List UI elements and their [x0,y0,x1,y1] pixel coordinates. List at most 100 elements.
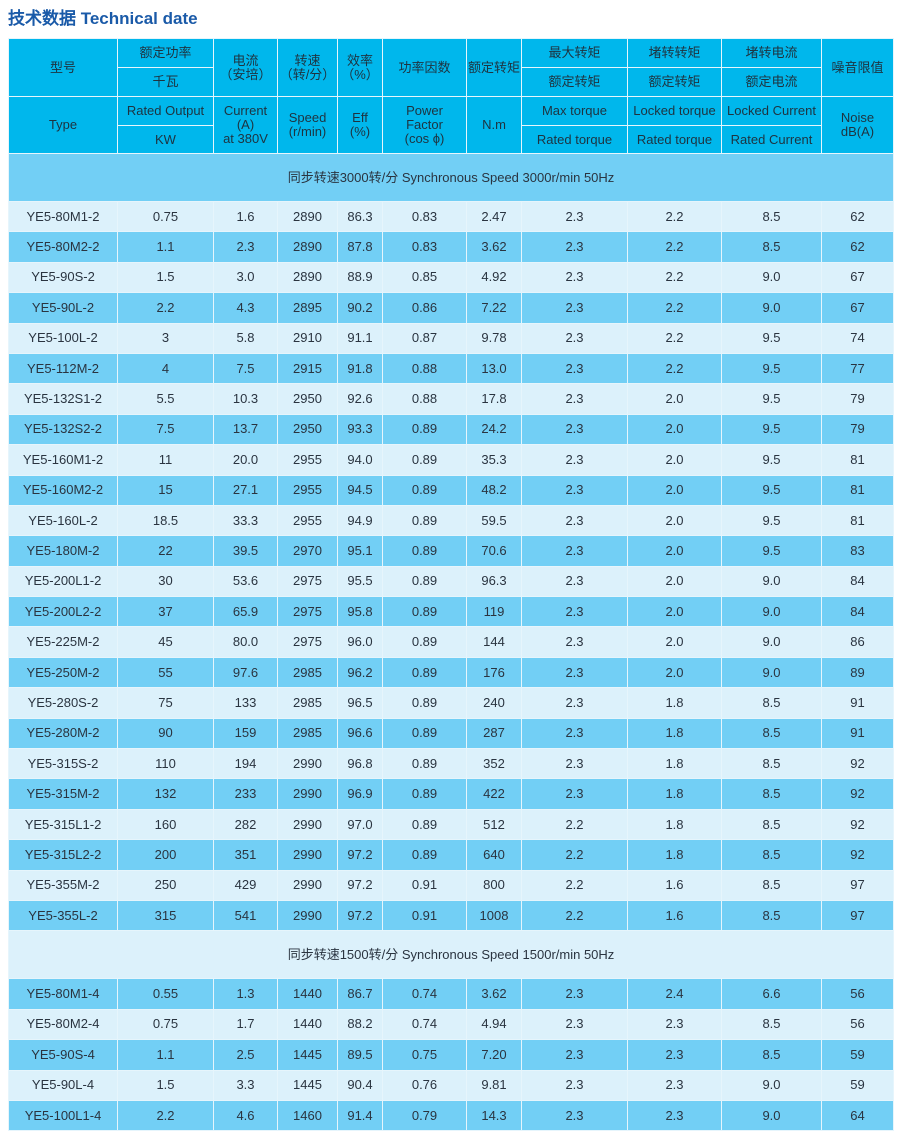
cell-power-factor: 0.83 [382,231,467,263]
cell-noise: 67 [821,292,894,324]
table-row: YE5-80M1-4 0.55 1.3 1440 86.7 0.74 3.62 2.3 2.4 6… [8,978,894,1010]
cell-eff: 95.5 [337,565,383,598]
cell-max-torque-ratio: 2.3 [521,231,628,263]
header-speed-en: Speed (r/min) [277,96,338,154]
header-eff-cn: 效率 （%） [337,38,383,97]
cell-rated-output: 30 [117,565,214,598]
table-row: YE5-80M1-2 0.75 1.6 2890 86.3 0.83 2.47 2.3 2.2 8… [8,200,894,233]
cell-rated-torque: 7.20 [466,1039,522,1071]
table-row: YE5-280S-2 75 133 2985 96.5 0.89 240 2.3 1.8 8.5 9… [8,687,894,719]
header-power-cn: 额定功率 [117,38,214,68]
cell-power-factor: 0.89 [382,565,467,598]
cell-rated-output: 1.5 [117,261,214,294]
section-row: 同步转速1500转/分 Synchronous Speed 1500r/min … [8,930,894,980]
header-speed-cn: 转速 （转/分） [277,38,338,97]
cell-noise: 92 [821,839,894,871]
cell-rated-torque: 35.3 [466,444,522,476]
table-row: YE5-200L2-2 37 65.9 2975 95.8 0.89 119 2.3 2.0 9.… [8,596,894,628]
cell-max-torque-ratio: 2.2 [521,869,628,901]
cell-speed: 2910 [277,322,338,354]
cell-locked-current-ratio: 8.5 [721,231,822,263]
table-row: YE5-90L-2 2.2 4.3 2895 90.2 0.86 7.22 2.3 2.2 9.0… [8,292,894,324]
cell-eff: 88.2 [337,1008,383,1041]
cell-rated-output: 110 [117,748,214,780]
cell-rated-output: 200 [117,839,214,871]
cell-eff: 95.8 [337,596,383,628]
cell-current: 1.7 [213,1008,278,1041]
cell-eff: 97.2 [337,899,383,932]
technical-data-table: 型号 额定功率 电流 （安培） 转速 （转/分） 效率 （%） 功率因数 额定转… [8,38,894,1132]
cell-current: 2.3 [213,231,278,263]
cell-power-factor: 0.89 [382,656,467,689]
cell-rated-torque: 9.81 [466,1069,522,1101]
cell-speed: 2950 [277,383,338,415]
cell-type: YE5-112M-2 [8,352,118,385]
cell-locked-current-ratio: 8.5 [721,839,822,871]
table-row: YE5-112M-2 4 7.5 2915 91.8 0.88 13.0 2.3 2.2 9.5 7… [8,352,894,385]
table-row: YE5-315S-2 110 194 2990 96.8 0.89 352 2.3 1.8 8.5… [8,748,894,780]
cell-eff: 89.5 [337,1039,383,1071]
cell-speed: 2985 [277,687,338,719]
cell-locked-torque-ratio: 2.0 [627,413,722,446]
cell-locked-torque-ratio: 2.3 [627,1099,722,1132]
cell-max-torque-ratio: 2.3 [521,292,628,324]
cell-current: 2.5 [213,1039,278,1071]
cell-type: YE5-280M-2 [8,717,118,750]
cell-max-torque-ratio: 2.3 [521,322,628,354]
cell-eff: 94.0 [337,444,383,476]
cell-speed: 2975 [277,565,338,598]
cell-locked-current-ratio: 8.5 [721,200,822,233]
header-pf-en: Power Factor (cos ϕ) [382,96,467,154]
cell-eff: 88.9 [337,261,383,294]
cell-rated-output: 132 [117,778,214,810]
cell-eff: 87.8 [337,231,383,263]
cell-power-factor: 0.89 [382,717,467,750]
cell-eff: 96.8 [337,748,383,780]
cell-type: YE5-200L1-2 [8,565,118,598]
cell-type: YE5-160M2-2 [8,474,118,506]
cell-rated-output: 1.5 [117,1069,214,1101]
cell-locked-current-ratio: 8.5 [721,687,822,719]
header-locked-torque-cn-denominator: 额定转矩 [627,67,722,97]
cell-locked-torque-ratio: 1.8 [627,717,722,750]
table-row: YE5-90L-4 1.5 3.3 1445 90.4 0.76 9.81 2.3 2.3 9.0… [8,1069,894,1101]
table-row: YE5-100L-2 3 5.8 2910 91.1 0.87 9.78 2.3 2.2 9.5 7… [8,322,894,354]
cell-max-torque-ratio: 2.3 [521,383,628,415]
cell-locked-current-ratio: 8.5 [721,899,822,932]
cell-locked-current-ratio: 8.5 [721,748,822,780]
header-max-torque-cn: 最大转矩 [521,38,628,68]
cell-locked-current-ratio: 8.5 [721,1008,822,1041]
cell-speed: 2990 [277,778,338,810]
cell-rated-torque: 9.78 [466,322,522,354]
cell-rated-torque: 4.94 [466,1008,522,1041]
section-label: 同步转速1500转/分 Synchronous Speed 1500r/min … [8,930,894,980]
cell-current: 1.6 [213,200,278,233]
cell-rated-torque: 4.92 [466,261,522,294]
cell-current: 429 [213,869,278,901]
table-row: YE5-80M2-4 0.75 1.7 1440 88.2 0.74 4.94 2.3 2.3 8… [8,1008,894,1041]
cell-type: YE5-100L1-4 [8,1099,118,1132]
cell-speed: 2990 [277,748,338,780]
cell-rated-output: 0.55 [117,978,214,1010]
cell-speed: 2890 [277,231,338,263]
cell-current: 27.1 [213,474,278,506]
header-locked-current-cn-denominator: 额定电流 [721,67,822,97]
cell-power-factor: 0.79 [382,1099,467,1132]
cell-eff: 96.5 [337,687,383,719]
cell-locked-torque-ratio: 1.8 [627,778,722,810]
cell-noise: 81 [821,474,894,506]
cell-type: YE5-355L-2 [8,899,118,932]
cell-rated-torque: 70.6 [466,535,522,567]
cell-type: YE5-80M2-2 [8,231,118,263]
cell-eff: 86.7 [337,978,383,1010]
cell-eff: 91.1 [337,322,383,354]
header-locked-torque-en-denominator: Rated torque [627,125,722,154]
cell-locked-torque-ratio: 2.2 [627,322,722,354]
cell-eff: 91.4 [337,1099,383,1132]
cell-noise: 74 [821,322,894,354]
cell-max-torque-ratio: 2.2 [521,808,628,841]
cell-locked-torque-ratio: 2.2 [627,292,722,324]
cell-noise: 91 [821,717,894,750]
cell-eff: 96.0 [337,626,383,658]
cell-noise: 81 [821,444,894,476]
